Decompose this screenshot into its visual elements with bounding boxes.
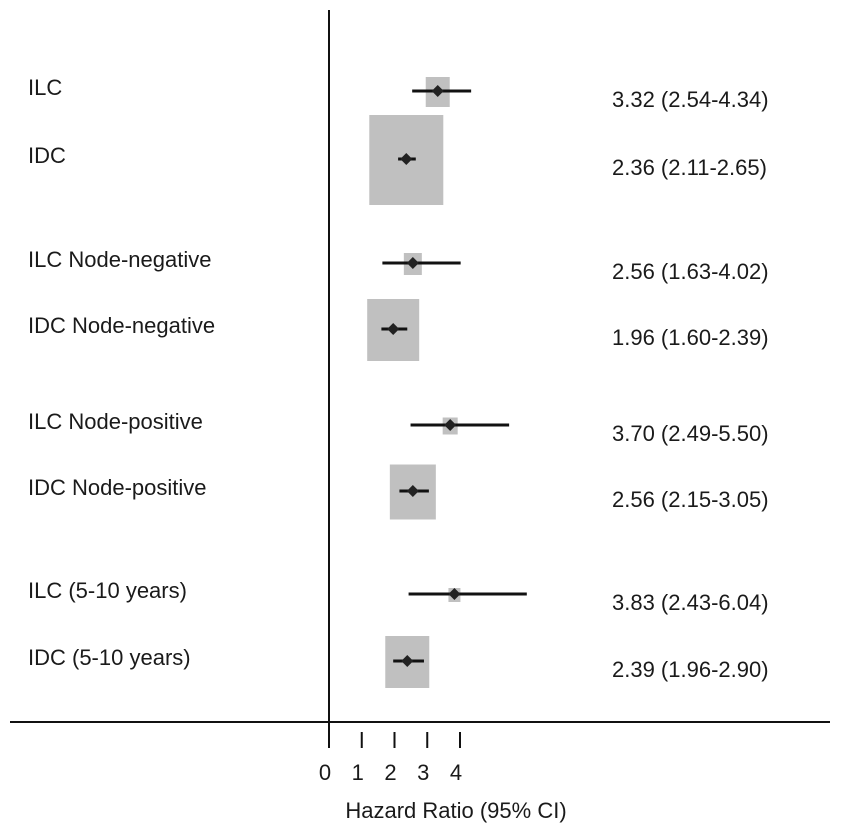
ci-label: 2.56 (2.15-3.05) — [612, 487, 769, 512]
x-tick-label: 4 — [450, 760, 462, 785]
ci-label: 2.36 (2.11-2.65) — [612, 155, 767, 180]
row-label: IDC Node-positive — [28, 475, 207, 500]
x-tick-label: 0 — [319, 760, 331, 785]
forest-row: ILC 3.32 (2.54-4.34) — [28, 75, 769, 112]
forest-row: IDC 2.36 (2.11-2.65) — [28, 115, 767, 205]
forest-row: ILC Node-negative 2.56 (1.63-4.02) — [28, 247, 769, 284]
hr-marker — [406, 485, 419, 497]
row-label: ILC Node-positive — [28, 409, 203, 434]
x-tick-label: 2 — [384, 760, 396, 785]
ci-label: 3.32 (2.54-4.34) — [612, 87, 769, 112]
forest-row: IDC Node-negative 1.96 (1.60-2.39) — [28, 299, 769, 361]
forest-row: IDC Node-positive 2.56 (2.15-3.05) — [28, 464, 769, 520]
row-label: IDC (5-10 years) — [28, 645, 191, 670]
hr-marker — [444, 419, 457, 431]
hr-marker — [431, 85, 444, 97]
row-label: ILC — [28, 75, 62, 100]
x-tick-label: 1 — [352, 760, 364, 785]
forest-row: ILC (5-10 years) 3.83 (2.43-6.04) — [28, 578, 769, 615]
row-label: ILC Node-negative — [28, 247, 211, 272]
forest-row: ILC Node-positive 3.70 (2.49-5.50) — [28, 409, 769, 446]
rows-layer: ILC 3.32 (2.54-4.34) IDC 2.36 (2.11-2.65) IL… — [28, 75, 769, 688]
ci-label: 1.96 (1.60-2.39) — [612, 325, 769, 350]
ci-label: 2.39 (1.96-2.90) — [612, 657, 769, 682]
x-tick-label: 3 — [417, 760, 429, 785]
hr-marker — [400, 153, 413, 165]
ci-label: 3.70 (2.49-5.50) — [612, 421, 769, 446]
ci-label: 2.56 (1.63-4.02) — [612, 259, 769, 284]
hr-marker — [406, 257, 419, 269]
ci-label: 3.83 (2.43-6.04) — [612, 590, 769, 615]
x-axis-title: Hazard Ratio (95% CI) — [345, 798, 566, 823]
hr-marker — [387, 323, 400, 335]
hr-marker — [401, 655, 414, 667]
row-label: ILC (5-10 years) — [28, 578, 187, 603]
hr-marker — [448, 588, 461, 600]
row-label: IDC — [28, 143, 66, 168]
row-label: IDC Node-negative — [28, 313, 215, 338]
forest-row: IDC (5-10 years) 2.39 (1.96-2.90) — [28, 636, 769, 688]
